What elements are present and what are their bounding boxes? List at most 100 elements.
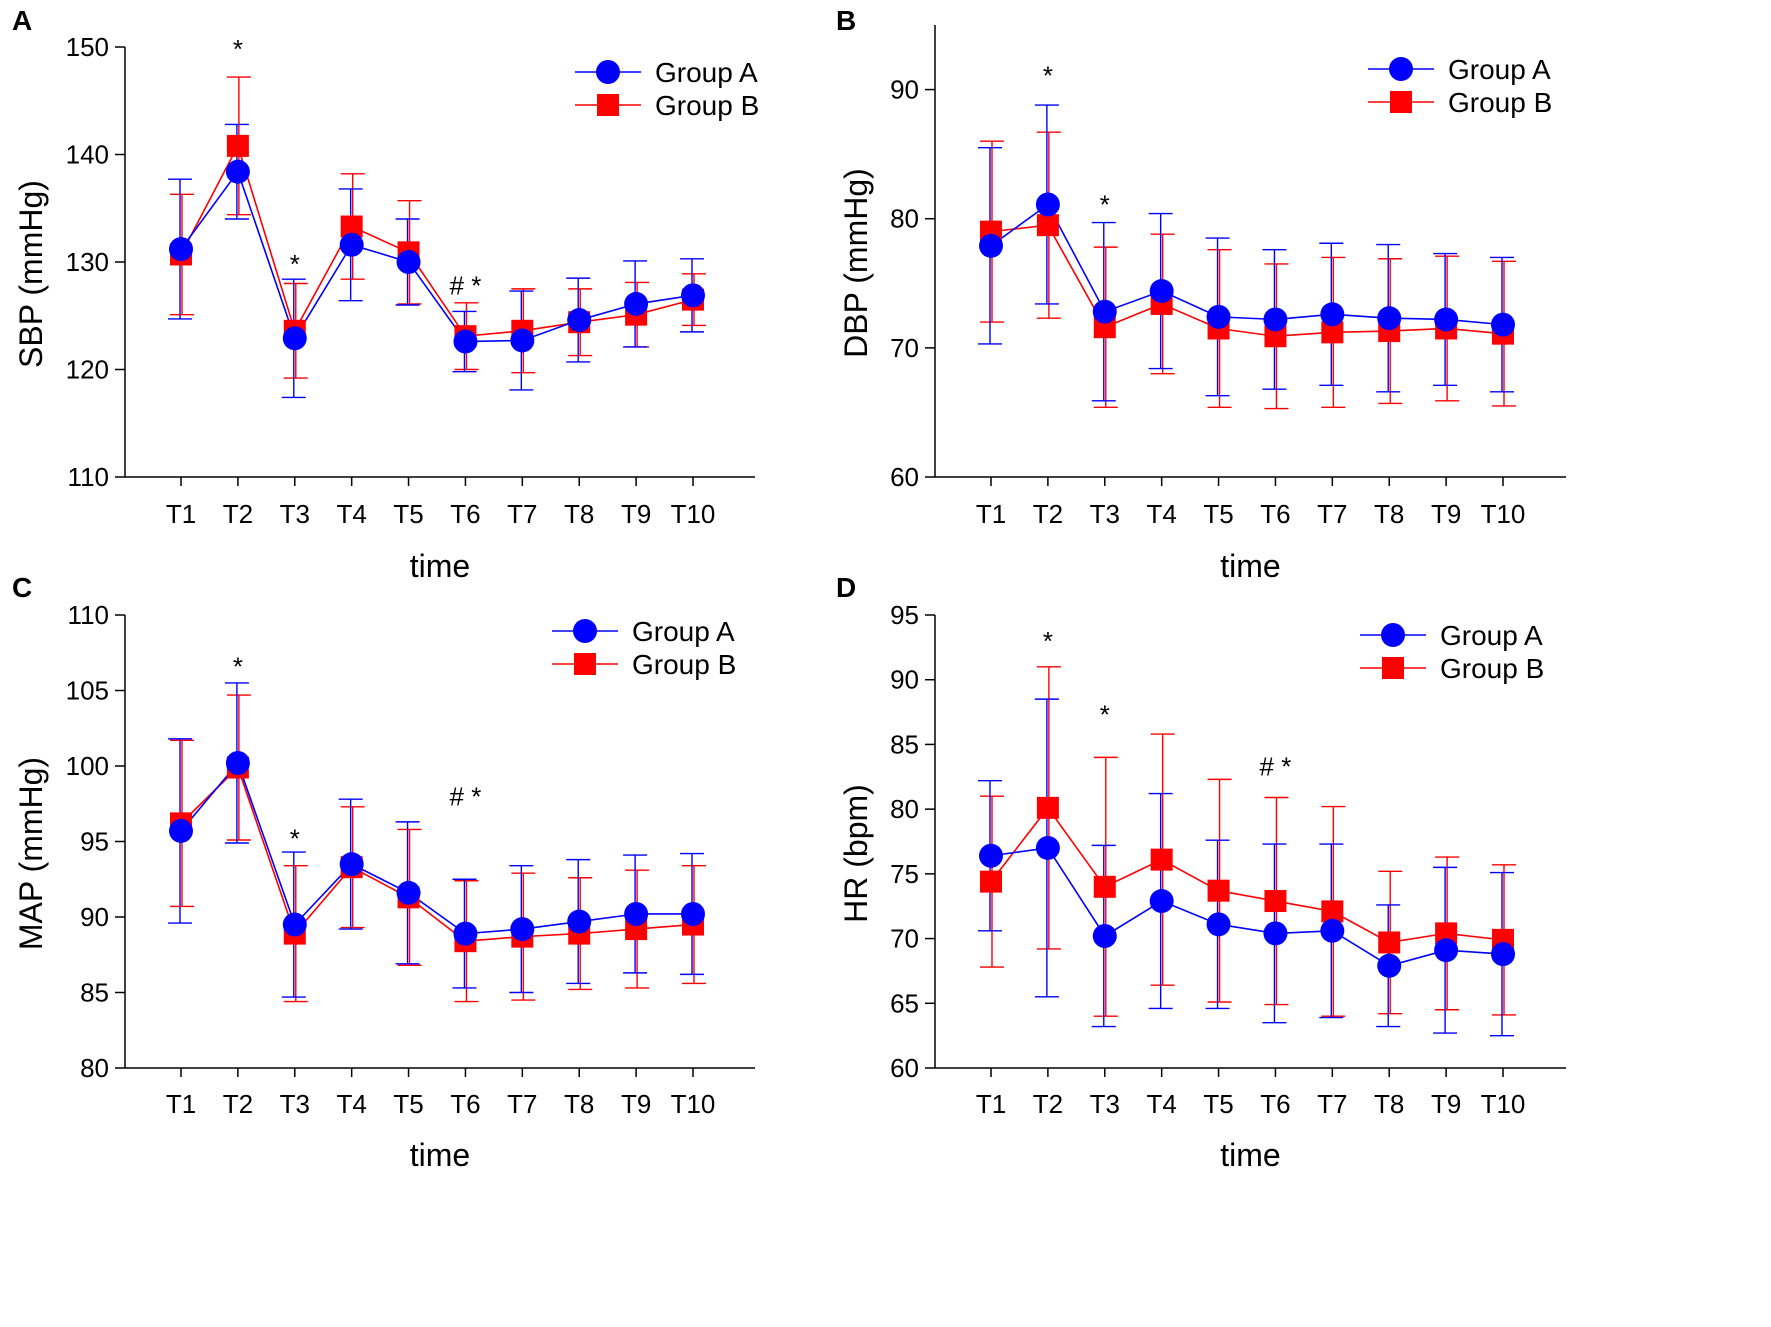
legend-marker-square <box>1390 91 1412 113</box>
x-tick-label: T5 <box>393 1089 423 1119</box>
x-tick-label: T3 <box>280 499 310 529</box>
data-point-group-a <box>453 329 478 354</box>
data-point-group-a <box>396 250 421 274</box>
series-group-a <box>168 682 704 998</box>
legend-marker-circle <box>1389 57 1413 81</box>
data-point-group-b <box>980 870 1002 893</box>
y-tick-label: 80 <box>890 794 919 824</box>
x-tick-label: T2 <box>223 1089 253 1119</box>
significance-marker: * <box>1043 60 1053 90</box>
significance-marker: # * <box>450 270 482 300</box>
series-group-a <box>978 698 1514 1037</box>
legend-marker-circle <box>596 60 620 84</box>
legend-marker-circle <box>1381 623 1405 647</box>
y-tick-label: 60 <box>890 462 919 492</box>
y-tick-label: 80 <box>80 1053 109 1083</box>
legend-marker-square <box>597 94 619 116</box>
x-tick-label: T10 <box>1481 499 1526 529</box>
data-point-group-b <box>340 215 363 238</box>
legend-label: Group A <box>1440 620 1543 651</box>
series-line <box>990 224 1504 338</box>
y-tick-label: 65 <box>890 988 919 1018</box>
data-point-group-a <box>1263 307 1288 332</box>
panel-letter: B <box>836 5 856 36</box>
data-point-group-b <box>1321 900 1344 923</box>
significance-marker: # * <box>450 781 482 811</box>
y-tick-label: 120 <box>66 355 109 385</box>
x-tick-label: T7 <box>1317 499 1347 529</box>
x-tick-label: T2 <box>1033 1089 1063 1119</box>
data-point-group-a <box>979 843 1003 868</box>
y-tick-label: 105 <box>66 676 109 706</box>
data-point-group-a <box>453 921 478 946</box>
x-tick-label: T4 <box>336 499 366 529</box>
data-point-group-a <box>1263 921 1288 946</box>
series-line <box>990 806 1504 944</box>
x-tick-label: T9 <box>1431 1089 1461 1119</box>
x-tick-label: T6 <box>1260 1089 1290 1119</box>
y-tick-label: 75 <box>890 859 919 889</box>
y-tick-label: 60 <box>890 1053 919 1083</box>
y-tick-label: 70 <box>890 333 919 363</box>
data-point-group-a <box>1377 306 1402 331</box>
x-tick-label: T1 <box>166 499 196 529</box>
y-axis-title: HR (bpm) <box>838 784 874 923</box>
y-tick-label: 110 <box>68 462 109 492</box>
data-point-group-b <box>1036 796 1059 819</box>
series-group-a <box>978 104 1514 402</box>
data-point-group-a <box>339 852 364 877</box>
data-point-group-a <box>225 159 250 184</box>
y-tick-label: 70 <box>890 924 919 954</box>
data-point-group-a <box>1035 835 1060 860</box>
data-point-group-b <box>1435 922 1458 945</box>
y-axis-title: MAP (mmHg) <box>13 757 49 950</box>
data-point-group-a <box>567 308 592 333</box>
data-point-group-a <box>681 283 705 308</box>
x-tick-label: T5 <box>1203 1089 1233 1119</box>
x-tick-label: T4 <box>1146 1089 1176 1119</box>
x-tick-label: T5 <box>1203 499 1233 529</box>
data-point-group-b <box>1321 321 1344 344</box>
x-tick-label: T2 <box>1033 499 1063 529</box>
x-tick-label: T6 <box>450 1089 480 1119</box>
y-tick-label: 80 <box>890 204 919 234</box>
y-tick-label: 100 <box>66 751 109 781</box>
series-line <box>180 143 694 338</box>
y-tick-label: 85 <box>890 729 919 759</box>
panel-a: A 110 120 130 140 150 T1 T2 T3 T4 T5 T6 T7 T8 T9 T10 tim… <box>12 5 759 584</box>
x-tick-label: T6 <box>1260 499 1290 529</box>
significance-marker: * <box>233 651 243 681</box>
data-point-group-a <box>396 880 421 905</box>
series-group-b <box>980 131 1516 410</box>
significance-marker: * <box>1100 190 1110 220</box>
x-axis-title: time <box>1220 548 1280 584</box>
data-point-group-a <box>169 818 193 843</box>
legend-marker-square <box>1382 657 1404 679</box>
data-point-group-a <box>624 291 649 316</box>
y-tick-label: 110 <box>68 600 109 630</box>
significance-marker: * <box>1100 700 1110 730</box>
legend-marker-circle <box>573 619 597 643</box>
data-point-group-a <box>510 328 535 353</box>
series-line <box>180 761 693 935</box>
data-point-group-a <box>1377 953 1402 978</box>
legend-label: Group A <box>655 57 758 88</box>
x-tick-label: T8 <box>564 1089 594 1119</box>
data-point-group-a <box>1035 192 1060 217</box>
significance-marker: # * <box>1260 751 1292 781</box>
series-group-a <box>168 123 704 399</box>
x-tick-label: T7 <box>507 499 537 529</box>
panel-letter: C <box>12 572 32 603</box>
data-point-group-a <box>1092 923 1117 948</box>
significance-marker: * <box>290 249 300 279</box>
data-point-group-a <box>339 232 364 257</box>
x-tick-label: T8 <box>564 499 594 529</box>
y-tick-label: 90 <box>80 902 109 932</box>
series-line <box>180 169 694 343</box>
data-point-group-a <box>510 917 535 942</box>
data-point-group-b <box>226 134 249 157</box>
y-tick-label: 90 <box>890 75 919 105</box>
